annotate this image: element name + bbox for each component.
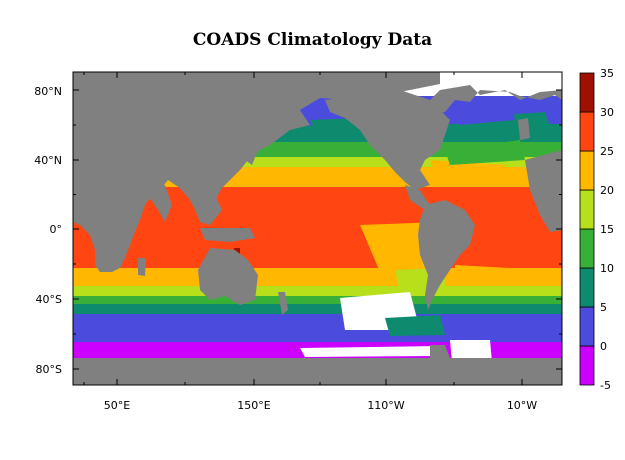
land-south-america bbox=[418, 200, 475, 310]
colorbar-label: 10 bbox=[600, 262, 614, 275]
colorbar-segment bbox=[579, 72, 595, 113]
colorbar-label: 0 bbox=[600, 340, 607, 353]
colorbar-label: -5 bbox=[600, 379, 611, 392]
north-atlantic-warm bbox=[430, 160, 505, 185]
map-body bbox=[73, 72, 562, 385]
colorbar-segment bbox=[579, 306, 595, 347]
colorbar-segment bbox=[579, 189, 595, 230]
lon-ticks bbox=[83, 72, 523, 385]
land-asia bbox=[73, 72, 440, 215]
lat-label: 0° bbox=[50, 223, 63, 236]
land-antarctic-peninsula bbox=[430, 345, 450, 358]
lon-label: 150°E bbox=[237, 399, 270, 412]
land-central-america bbox=[405, 185, 430, 210]
colorbar-label: 30 bbox=[600, 106, 614, 119]
ross-sea-white bbox=[450, 340, 492, 362]
map-title: COADS Climatology Data bbox=[192, 30, 433, 50]
land-indonesia bbox=[200, 228, 255, 242]
colorbar-label: 20 bbox=[600, 184, 614, 197]
band-south-green bbox=[73, 294, 562, 304]
colorbar-segment bbox=[579, 345, 595, 386]
colorbar-label: 35 bbox=[600, 67, 614, 80]
lat-label: 80°N bbox=[34, 85, 62, 98]
land-madagascar bbox=[138, 258, 146, 276]
antarctic-white-patch bbox=[300, 346, 440, 357]
lon-label: 10°W bbox=[507, 399, 537, 412]
weddell-teal bbox=[385, 315, 445, 336]
land-europe bbox=[73, 130, 140, 160]
land-se-asia bbox=[190, 195, 222, 225]
land-antarctica bbox=[73, 358, 562, 385]
land-india bbox=[145, 185, 172, 222]
colorbar-segment bbox=[579, 228, 595, 269]
map-frame bbox=[72, 71, 563, 386]
land-africa bbox=[73, 160, 152, 272]
lon-label: 50°E bbox=[104, 399, 130, 412]
colorbar-segment bbox=[579, 111, 595, 152]
land-australia bbox=[198, 248, 258, 305]
south-atlantic-cool bbox=[455, 265, 512, 285]
land-new-zealand bbox=[278, 292, 288, 315]
band-southern-ocean-blue bbox=[73, 310, 562, 342]
colorbar-segment bbox=[579, 150, 595, 191]
norwegian-sea-blue bbox=[455, 100, 515, 125]
lat-ticks bbox=[73, 89, 562, 370]
lon-label: 110°W bbox=[367, 399, 404, 412]
land-east-africa-right bbox=[525, 150, 562, 232]
lat-label: 40°S bbox=[36, 293, 62, 306]
lat-label: 40°N bbox=[34, 154, 62, 167]
colorbar: -5 0 5 10 15 20 25 30 35 bbox=[579, 67, 614, 392]
colorbar-label: 5 bbox=[600, 301, 607, 314]
land-masses bbox=[73, 72, 562, 385]
lat-label: 80°S bbox=[36, 363, 62, 376]
land-japan bbox=[245, 145, 258, 165]
gulf-stream-green bbox=[445, 140, 525, 165]
band-southern-ocean-teal bbox=[73, 302, 562, 314]
colorbar-label: 15 bbox=[600, 223, 614, 236]
land-british-isles bbox=[518, 118, 530, 140]
colorbar-label: 25 bbox=[600, 145, 614, 158]
colorbar-segment bbox=[579, 267, 595, 308]
land-north-america bbox=[325, 90, 450, 190]
